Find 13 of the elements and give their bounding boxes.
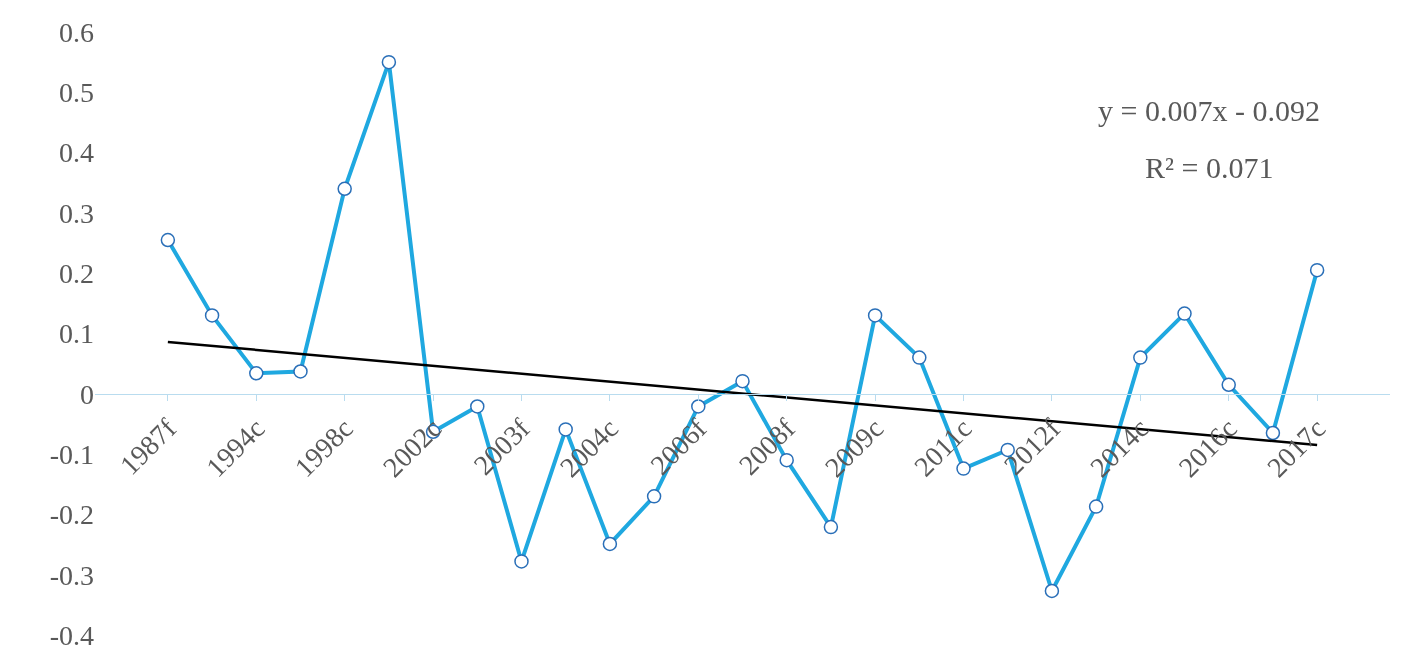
y-tick-label: 0.6: [59, 16, 94, 48]
y-tick-label: -0.1: [49, 438, 94, 470]
y-tick-label: 0.3: [59, 197, 94, 229]
annotation: R² = 0.071: [1145, 151, 1274, 184]
y-tick-label: 0.1: [59, 318, 94, 350]
y-tick-label: 0.5: [59, 77, 94, 109]
y-tick-label: -0.2: [49, 499, 94, 531]
y-tick-label: 0.4: [59, 137, 94, 169]
y-tick-label: -0.4: [49, 619, 94, 651]
annotation: y = 0.007x - 0.092: [1098, 94, 1320, 127]
y-tick-label: -0.3: [49, 559, 94, 591]
y-tick-label: 0: [80, 378, 94, 410]
y-tick-label: 0.2: [59, 258, 94, 289]
